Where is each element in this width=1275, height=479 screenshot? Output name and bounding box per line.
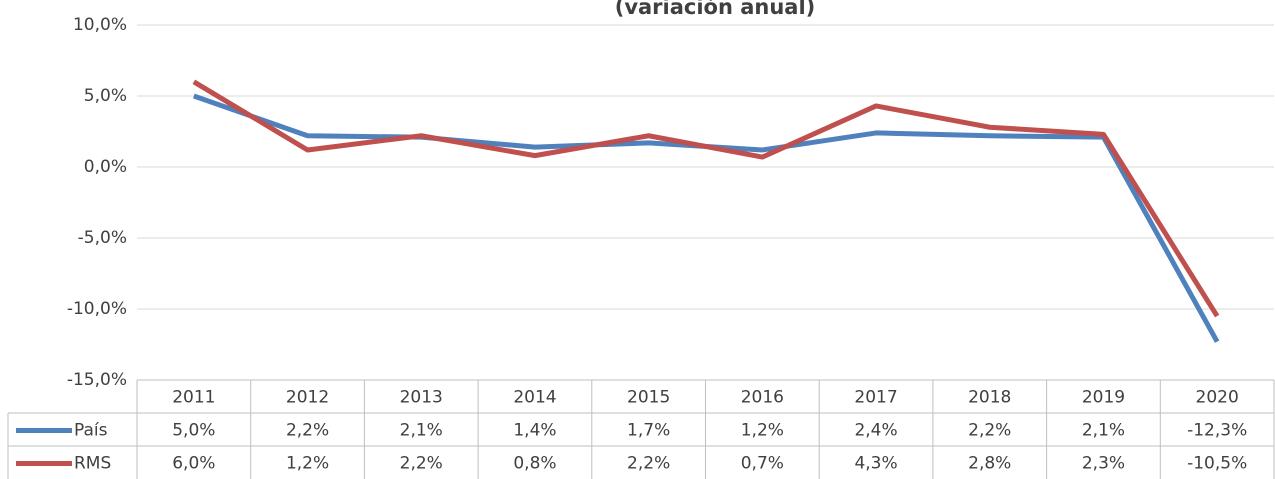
x-tick-label: 2017 <box>854 388 897 408</box>
table-cell: 2,2% <box>968 421 1011 441</box>
table-cell: -12,3% <box>1187 421 1247 441</box>
table-cell: 6,0% <box>172 454 215 474</box>
table-cell: 2,4% <box>854 421 897 441</box>
x-tick-label: 2019 <box>1082 388 1125 408</box>
chart-title: (variación anual) <box>615 0 816 19</box>
table-cell: 2,3% <box>1082 454 1125 474</box>
x-tick-label: 2012 <box>286 388 329 408</box>
x-tick-label: 2014 <box>513 388 556 408</box>
x-tick-label: 2011 <box>172 388 215 408</box>
table-cell: 2,2% <box>286 421 329 441</box>
table-cell: 5,0% <box>172 421 215 441</box>
table-cell: 1,4% <box>513 421 556 441</box>
x-tick-label: 2020 <box>1196 388 1239 408</box>
table-cell: 2,2% <box>400 454 443 474</box>
y-tick-label: 5,0% <box>84 86 127 106</box>
x-tick-label: 2018 <box>968 388 1011 408</box>
table-cell: 2,2% <box>627 454 670 474</box>
table-cell: 2,8% <box>968 454 1011 474</box>
y-tick-label: 0,0% <box>84 157 127 177</box>
x-tick-label: 2016 <box>741 388 784 408</box>
table-cell: -10,5% <box>1187 454 1247 474</box>
x-tick-label: 2013 <box>400 388 443 408</box>
y-tick-label: -10,0% <box>67 299 127 319</box>
table-cell: 1,7% <box>627 421 670 441</box>
table-cell: 2,1% <box>400 421 443 441</box>
y-tick-label: -5,0% <box>78 228 127 248</box>
table-cell: 0,8% <box>513 454 556 474</box>
legend-label: País <box>74 421 108 441</box>
series-line <box>192 79 1220 318</box>
table-cell: 1,2% <box>286 454 329 474</box>
table-cell: 0,7% <box>741 454 784 474</box>
table-cell: 2,1% <box>1082 421 1125 441</box>
y-tick-label: -15,0% <box>67 370 127 390</box>
legend-label: RMS <box>74 454 111 474</box>
table-cell: 4,3% <box>854 454 897 474</box>
x-tick-label: 2015 <box>627 388 670 408</box>
table-cell: 1,2% <box>741 421 784 441</box>
y-tick-label: 10,0% <box>73 15 127 35</box>
